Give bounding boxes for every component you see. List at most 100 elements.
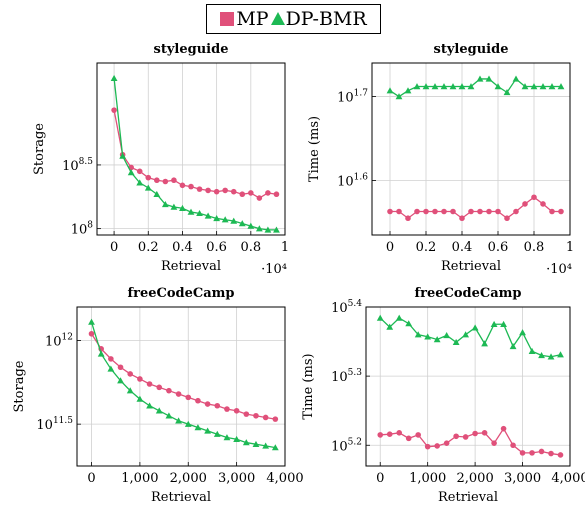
data-point-mp [171, 177, 177, 184]
data-point-mp [423, 208, 429, 215]
x-tick-label: 1,000 [409, 471, 446, 486]
x-tick-label: 1,000 [121, 471, 158, 486]
data-point-mp [204, 401, 211, 407]
data-point-mp [386, 431, 393, 438]
data-point-mp [162, 178, 169, 185]
data-point-mp [136, 168, 143, 175]
data-point-dp-bmr [264, 226, 272, 233]
data-point-dp-bmr [462, 331, 470, 338]
data-point-dp-bmr [204, 427, 212, 434]
chart-panel-3: 0 1,000 2,000 3,000 4,000 1011.5 1012 freeCodeC… [12, 286, 304, 505]
y-axis-label: Time (ms) [301, 353, 316, 419]
data-point-mp [477, 208, 483, 215]
chart-title: styleguide [154, 42, 229, 57]
data-point-mp [529, 450, 535, 456]
data-point-dp-bmr [273, 226, 280, 233]
x-tick-label: 3,000 [218, 471, 255, 486]
x-tick-label: 1 [281, 240, 289, 255]
data-point-dp-bmr [252, 440, 260, 447]
y-tick-label: 101.6 [337, 172, 368, 189]
data-point-mp [443, 440, 450, 446]
data-point-dp-bmr [144, 184, 152, 191]
data-point-dp-bmr [500, 320, 507, 328]
data-point-mp [472, 430, 478, 437]
data-point-mp [146, 381, 153, 387]
series-dp-bmr [110, 74, 280, 233]
data-point-mp [117, 364, 124, 371]
legend: MP DP-BMR [206, 4, 381, 34]
data-point-mp [513, 208, 519, 215]
legend-label-dp-bmr: DP-BMR [285, 8, 367, 30]
data-point-mp [415, 432, 421, 438]
chart-panel-1: 0 0.2 0.4 0.6 0.8 1 108 108.5 styleguide Retrieva… [32, 42, 289, 277]
series-line [113, 78, 277, 231]
data-point-dp-bmr [521, 83, 529, 90]
data-point-mp [265, 190, 271, 196]
chart-title: freeCodeCamp [128, 286, 235, 301]
data-point-dp-bmr [204, 212, 212, 219]
data-point-mp [222, 187, 228, 194]
data-point-dp-bmr [395, 93, 403, 100]
data-point-dp-bmr [117, 377, 124, 384]
data-point-dp-bmr [126, 387, 134, 394]
data-point-dp-bmr [458, 83, 466, 90]
data-point-mp [405, 215, 411, 222]
data-point-mp [175, 391, 182, 397]
series-mp [88, 330, 279, 422]
chart-title: styleguide [434, 42, 509, 57]
data-point-dp-bmr [424, 333, 432, 340]
data-point-dp-bmr [476, 75, 484, 82]
data-point-mp [196, 186, 203, 192]
x-tick-label: 0 [376, 471, 384, 486]
data-point-dp-bmr [213, 430, 221, 437]
x-tick-label: 1 [566, 240, 574, 255]
x-axis-multiplier: ·10⁴ [546, 262, 572, 277]
data-point-mp [111, 107, 117, 113]
data-point-dp-bmr [471, 324, 479, 331]
data-point-dp-bmr [519, 329, 526, 336]
data-point-dp-bmr [179, 204, 186, 211]
data-point-mp [156, 384, 163, 391]
data-point-dp-bmr [146, 402, 153, 409]
data-point-mp [432, 208, 438, 215]
data-point-dp-bmr [528, 347, 536, 354]
data-point-dp-bmr [213, 215, 221, 222]
data-point-mp [510, 442, 516, 449]
data-point-dp-bmr [539, 83, 547, 90]
data-point-mp [481, 430, 488, 436]
data-point-mp [462, 434, 469, 440]
data-point-dp-bmr [136, 179, 144, 186]
data-point-mp [185, 394, 192, 401]
y-axis-label: Storage [32, 123, 47, 175]
data-point-dp-bmr [512, 75, 520, 82]
data-point-dp-bmr [271, 444, 279, 451]
data-point-dp-bmr [547, 353, 555, 360]
data-point-mp [213, 188, 220, 195]
data-point-mp [256, 195, 263, 201]
x-axis-label: Retrieval [151, 490, 211, 505]
data-point-mp [441, 208, 447, 215]
data-point-mp [538, 448, 545, 455]
data-point-dp-bmr [161, 201, 169, 208]
data-point-dp-bmr [443, 331, 451, 339]
data-point-dp-bmr [413, 83, 421, 90]
data-point-dp-bmr [405, 320, 413, 327]
data-point-dp-bmr [107, 365, 115, 372]
data-point-dp-bmr [490, 320, 498, 328]
x-tick-label: 0.2 [138, 240, 159, 255]
data-point-dp-bmr [119, 152, 127, 159]
data-point-mp [137, 376, 143, 382]
data-point-mp [108, 356, 114, 362]
x-tick-label: 0.8 [240, 240, 261, 255]
plot-frame [76, 306, 286, 467]
data-point-dp-bmr [467, 83, 475, 90]
data-point-mp [239, 191, 246, 198]
data-point-dp-bmr [503, 88, 511, 96]
legend-label-mp: MP [236, 8, 269, 30]
data-point-dp-bmr [404, 87, 412, 94]
data-point-dp-bmr [238, 220, 246, 227]
x-tick-label: 0.6 [206, 240, 227, 255]
data-point-dp-bmr [548, 83, 556, 90]
data-point-mp [459, 215, 465, 222]
